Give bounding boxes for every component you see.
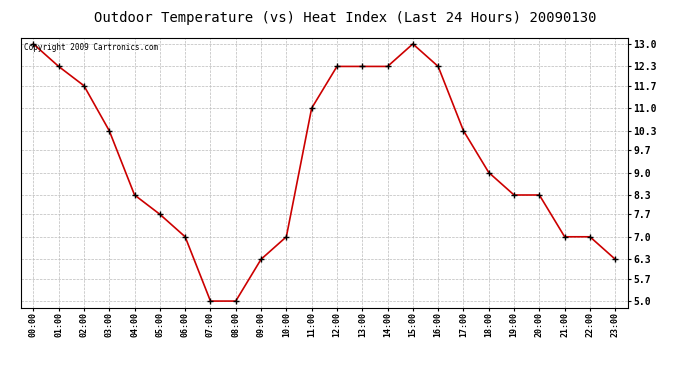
Text: Outdoor Temperature (vs) Heat Index (Last 24 Hours) 20090130: Outdoor Temperature (vs) Heat Index (Las… bbox=[94, 11, 596, 25]
Text: Copyright 2009 Cartronics.com: Copyright 2009 Cartronics.com bbox=[23, 43, 158, 52]
